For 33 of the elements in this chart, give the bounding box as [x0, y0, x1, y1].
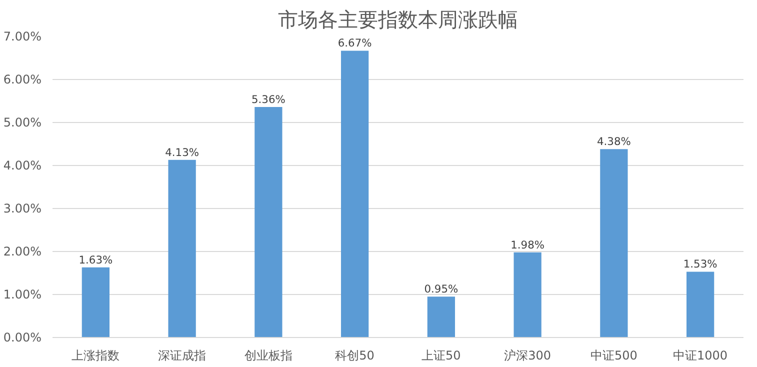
y-tick-label: 0.00% — [3, 330, 42, 344]
bar — [600, 149, 628, 338]
data-label: 0.95% — [424, 282, 458, 296]
y-tick-label: 4.00% — [3, 158, 42, 172]
bar — [254, 107, 282, 338]
bar — [340, 50, 369, 338]
y-tick-label: 1.00% — [3, 288, 42, 302]
data-label: 1.98% — [510, 238, 544, 252]
x-tick-label: 沪深300 — [504, 348, 552, 362]
y-tick-label: 6.00% — [3, 72, 42, 86]
data-label: 5.36% — [252, 93, 286, 106]
data-label: 1.53% — [683, 258, 718, 271]
data-label: 4.38% — [597, 135, 631, 148]
y-tick-label: 7.00% — [3, 30, 42, 44]
chart-title: 市场各主要指数本周涨跌幅 — [278, 8, 518, 32]
y-tick-label: 3.00% — [3, 202, 42, 216]
x-tick-label: 中证1000 — [673, 348, 728, 362]
y-tick-label: 5.00% — [3, 116, 42, 130]
data-label: 6.67% — [338, 36, 372, 50]
x-tick-label: 上证50 — [422, 348, 461, 362]
bar — [427, 296, 456, 338]
x-tick-label: 科创50 — [335, 348, 374, 362]
bar — [168, 160, 196, 338]
bar — [514, 252, 542, 338]
bar — [82, 267, 110, 338]
x-tick-label: 上涨指数 — [72, 348, 120, 362]
data-label: 4.13% — [165, 146, 199, 159]
x-tick-label: 深证成指 — [158, 348, 206, 362]
x-tick-label: 中证500 — [590, 348, 638, 362]
x-tick-label: 创业板指 — [244, 348, 292, 362]
y-tick-label: 2.00% — [3, 244, 42, 258]
bar — [686, 272, 714, 338]
data-label: 1.63% — [78, 253, 113, 266]
